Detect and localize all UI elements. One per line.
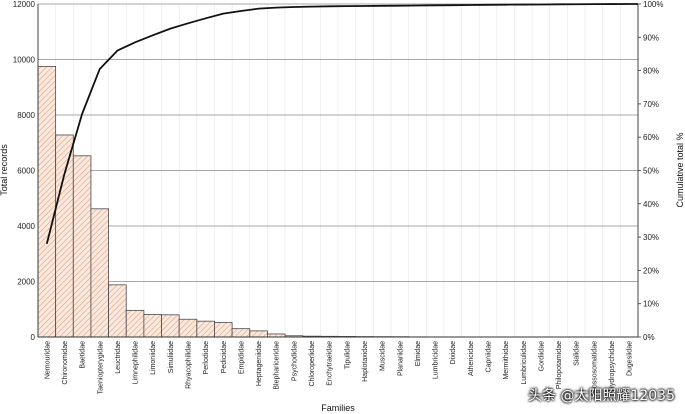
x-tick-label: Rhyacophilidae xyxy=(186,341,193,389)
x-tick-label: Simuliidae xyxy=(168,341,175,373)
y2-tick-label: 90% xyxy=(643,33,659,42)
x-tick-label: Muscidae xyxy=(380,341,387,371)
y-tick-label: 6000 xyxy=(17,167,35,176)
y-axis-title: Total records xyxy=(0,144,9,196)
y2-tick-label: 100% xyxy=(643,0,663,9)
y-tick-label: 8000 xyxy=(17,111,35,120)
bar-heptageniidae xyxy=(249,330,268,338)
y-tick-label: 10000 xyxy=(13,56,36,65)
x-tick-label: Chironomidae xyxy=(62,341,69,385)
x-tick-label: Lumbricidae xyxy=(433,341,440,379)
y-tick-label: 12000 xyxy=(13,0,36,9)
y-tick-label: 0 xyxy=(31,333,36,342)
x-tick-label: Psychodidae xyxy=(291,341,298,381)
x-tick-label: Hydropsychidae xyxy=(609,341,616,391)
x-axis-title: Families xyxy=(321,403,355,413)
x-tick-label: Pediciidae xyxy=(221,341,228,373)
y2-tick-label: 0% xyxy=(643,333,655,342)
x-tick-label: Empididae xyxy=(238,341,245,374)
y2-tick-label: 10% xyxy=(643,300,659,309)
x-tick-label: Philopotamidae xyxy=(556,341,563,389)
x-tick-label: Blephariceridae xyxy=(274,341,281,390)
x-tick-label: Leuctridae xyxy=(115,341,122,374)
watermark-text: 头条 @太阳照耀12035 xyxy=(528,388,675,404)
x-tick-label: Nemouridae xyxy=(44,341,51,379)
x-tick-label: Gordiidae xyxy=(538,341,545,371)
y-tick-label: 2000 xyxy=(17,278,35,287)
x-tick-label: Mermithidae xyxy=(503,341,510,380)
x-tick-label: Enchytraeidae xyxy=(327,341,334,386)
x-tick-label: Tipulidae xyxy=(344,341,351,369)
cumulative-line xyxy=(45,3,638,244)
bar-taeniopterygidae xyxy=(90,208,109,338)
axes: 0 2000 4000 6000 8000 10000 12000 0% 10% 20% 30% 40… xyxy=(13,0,664,395)
x-tick-label: Heptageniidae xyxy=(256,341,263,386)
x-tick-label: Elmidae xyxy=(415,341,422,366)
x-tick-label: Athericidae xyxy=(468,341,475,376)
x-tick-label: Chloroperlidae xyxy=(309,341,316,387)
bar-chironomidae xyxy=(55,134,74,338)
y2-tick-label: 60% xyxy=(643,133,659,142)
bar-perlodidae xyxy=(196,320,215,338)
bar-nemouridae xyxy=(37,66,57,338)
bar-blephariceridae xyxy=(267,333,286,338)
bar-baetidae xyxy=(72,155,92,338)
x-tick-label: Dixidae xyxy=(450,341,457,364)
x-tick-label: Dugesiidae xyxy=(627,341,634,376)
y2-tick-label: 70% xyxy=(643,100,659,109)
x-tick-label: Sialidae xyxy=(574,341,581,366)
bar-pediciidae xyxy=(214,322,233,338)
x-tick-label: Taeniopterygidae xyxy=(97,341,104,394)
bar-simuliidae xyxy=(161,314,180,338)
y2-axis-title: Cumulative total % xyxy=(675,132,685,207)
x-tick-label: Baetidae xyxy=(80,341,87,369)
y2-tick-label: 40% xyxy=(643,200,659,209)
x-tick-label: Planariidae xyxy=(397,341,404,376)
y2-tick-label: 30% xyxy=(643,233,659,242)
x-tick-label: Haplotaxidae xyxy=(362,341,369,382)
x-tick-label: Limnephilidae xyxy=(133,341,140,384)
y2-tick-label: 80% xyxy=(643,67,659,76)
bar-rhyacophilidae xyxy=(178,318,198,338)
x-tick-label: Lumbriculidae xyxy=(521,341,528,385)
x-tick-label: Limoniidae xyxy=(150,341,157,375)
gridlines xyxy=(37,3,639,338)
bar-leuctridae xyxy=(108,284,127,338)
bars xyxy=(37,66,639,338)
x-tick-label: Capniidae xyxy=(486,341,493,373)
bar-limoniidae xyxy=(143,314,162,338)
y2-tick-label: 20% xyxy=(643,266,659,275)
x-tick-label: Glossosomatidae xyxy=(591,341,598,395)
bar-empididae xyxy=(231,328,251,338)
cumulative-line-group xyxy=(45,3,638,244)
x-tick-label: Perlodidae xyxy=(203,341,210,375)
y2-tick-label: 50% xyxy=(643,167,659,176)
bar-limnephilidae xyxy=(125,309,145,338)
y-tick-label: 4000 xyxy=(17,222,35,231)
